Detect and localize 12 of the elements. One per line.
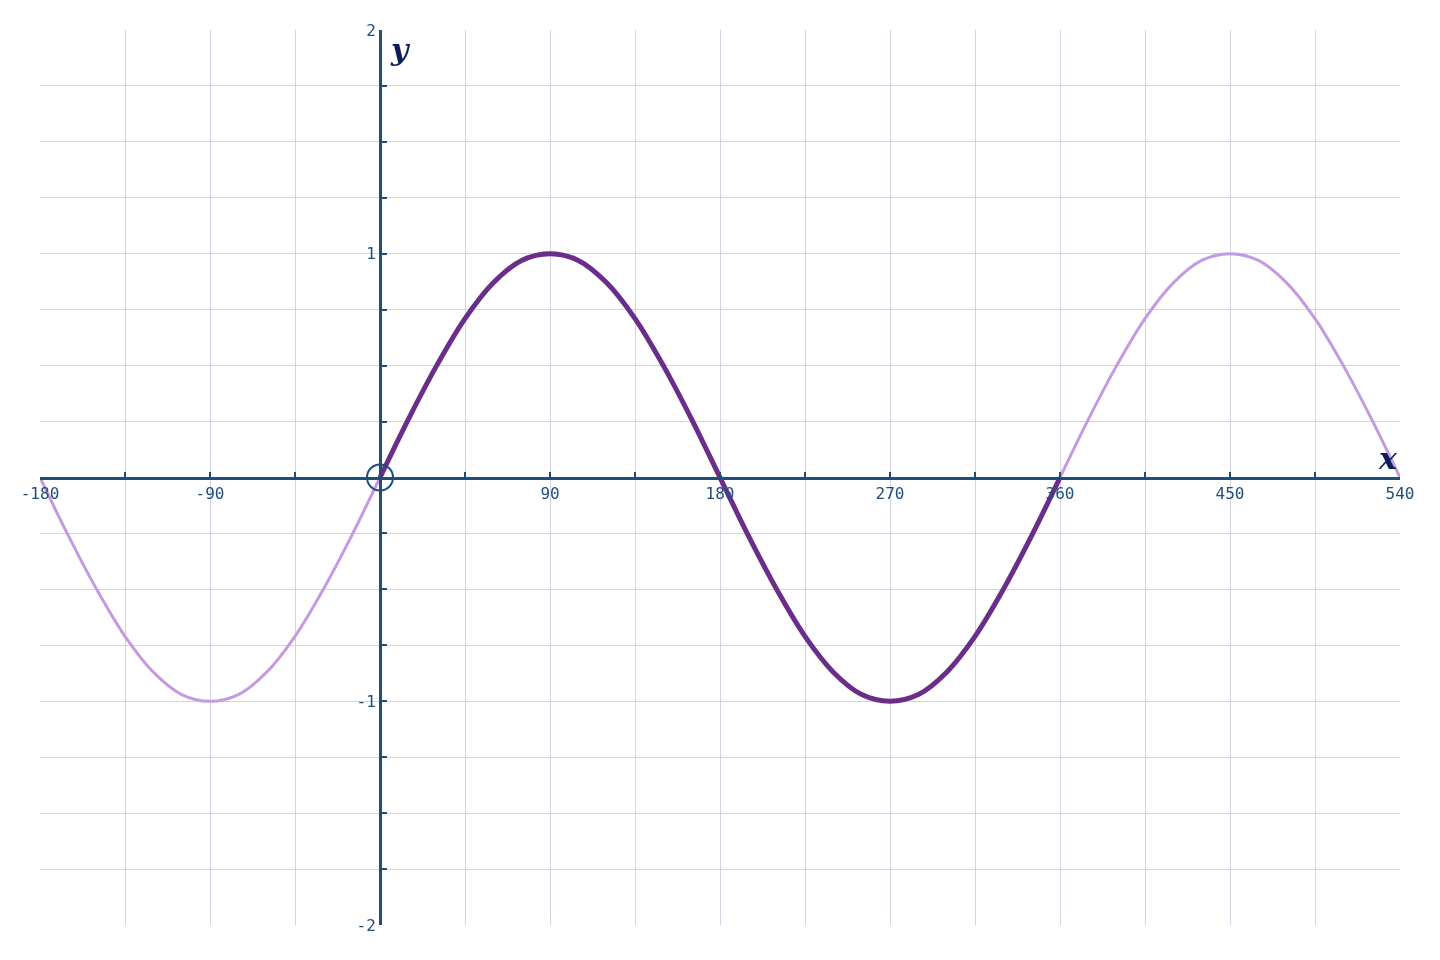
x-tick-label: -180 xyxy=(20,483,60,503)
x-tick-label: 90 xyxy=(540,483,560,503)
y-tick-label: -2 xyxy=(356,915,376,935)
y-tick-label: 2 xyxy=(366,20,376,40)
x-tick-label: 270 xyxy=(875,483,905,503)
x-tick-label: 540 xyxy=(1385,483,1415,503)
y-tick-label: 1 xyxy=(366,244,376,264)
y-tick-label: -1 xyxy=(356,691,376,711)
x-tick-label: 450 xyxy=(1215,483,1245,503)
y-axis-title: y xyxy=(390,32,411,67)
x-tick-label: -90 xyxy=(195,483,225,503)
x-axis-title: x xyxy=(1378,441,1398,476)
